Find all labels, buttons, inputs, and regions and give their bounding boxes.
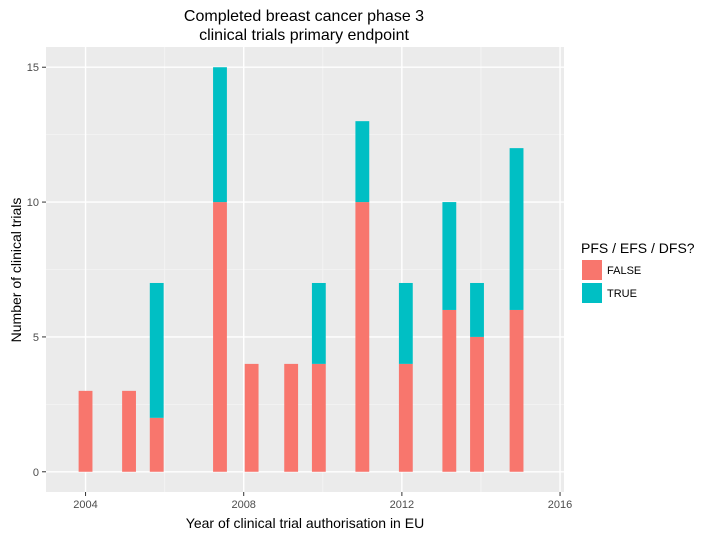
y-tick-label: 5: [33, 332, 39, 344]
y-tick-label: 15: [27, 62, 39, 74]
y-axis: 0 5 10 15: [27, 62, 46, 479]
bar-true: [355, 121, 370, 203]
bar-true: [470, 282, 484, 337]
legend-swatch-false: [582, 260, 602, 280]
bar-true: [442, 202, 457, 310]
y-tick-label: 10: [27, 197, 39, 209]
x-tick-label: 2004: [73, 499, 97, 511]
legend-label-false: FALSE: [607, 265, 641, 277]
bar-false: [470, 336, 484, 472]
bar-false: [509, 309, 524, 472]
x-tick-label: 2016: [548, 499, 572, 511]
chart-title-line-1: Completed breast cancer phase 3: [184, 8, 424, 25]
bar-false: [398, 363, 413, 472]
x-tick-label: 2012: [390, 499, 414, 511]
x-axis: 2004 2008 2012 2016: [73, 492, 572, 511]
bar-true: [509, 148, 524, 310]
bar-false: [355, 202, 370, 472]
bar-false: [78, 390, 93, 472]
bar-true: [311, 282, 326, 364]
x-tick-label: 2008: [231, 499, 255, 511]
legend-swatch-true: [582, 283, 602, 303]
legend-label-true: TRUE: [607, 288, 637, 300]
bar-false: [442, 309, 457, 472]
x-axis-title: Year of clinical trial authorisation in …: [186, 515, 424, 531]
bar-false: [122, 390, 136, 472]
bar-false: [244, 363, 259, 472]
bar-false: [284, 363, 299, 472]
bar-false: [149, 417, 164, 472]
legend-title: PFS / EFS / DFS?: [581, 240, 695, 256]
bars: [78, 67, 524, 472]
legend: PFS / EFS / DFS? FALSE TRUE: [581, 240, 695, 303]
bar-true: [213, 67, 227, 203]
y-tick-label: 0: [33, 467, 39, 479]
y-axis-title: Number of clinical trials: [8, 198, 24, 343]
bar-true: [149, 282, 164, 418]
chart-title-line-2: clinical trials primary endpoint: [199, 27, 409, 44]
bar-true: [398, 282, 413, 364]
bar-false: [213, 202, 227, 472]
bar-false: [311, 363, 326, 472]
